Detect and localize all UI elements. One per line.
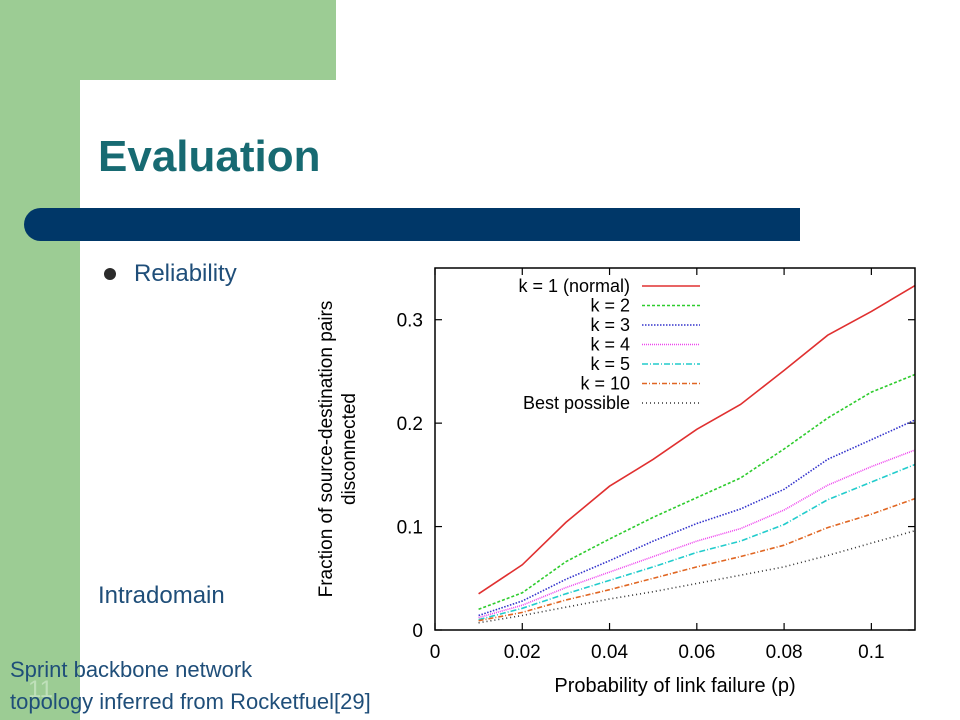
y-axis-label-2: disconnected	[339, 393, 360, 505]
chart-legend: k = 1 (normal)k = 2k = 3k = 4k = 5k = 10…	[518, 276, 700, 413]
series-line-3	[478, 419, 916, 617]
sidebar-band	[0, 0, 80, 720]
legend-label: Best possible	[523, 393, 630, 413]
y-tick-label: 0	[412, 621, 423, 642]
slide-title: Evaluation	[98, 132, 321, 181]
caption-line-2: topology inferred from Rocketfuel[29]	[10, 689, 371, 714]
top-band	[80, 0, 336, 80]
y-tick-label: 0.1	[397, 518, 423, 539]
intradomain-label: Intradomain	[98, 582, 225, 609]
series-line-5	[478, 463, 916, 621]
legend-label: k = 2	[590, 296, 630, 316]
series-line-4	[478, 449, 916, 619]
x-axis-label: Probability of link failure (p)	[554, 675, 795, 697]
figure-caption: Sprint backbone network topology inferre…	[10, 654, 371, 718]
x-tick-label: 0.1	[858, 642, 884, 663]
x-tick-label: 0	[430, 642, 441, 663]
caption-line-1: Sprint backbone network	[10, 657, 253, 682]
series-line-1	[478, 284, 916, 595]
bullet-text: Reliability	[134, 260, 237, 287]
x-tick-label: 0.02	[504, 642, 541, 663]
legend-label: k = 10	[580, 374, 630, 394]
series-line-2	[478, 373, 916, 611]
x-tick-label: 0.08	[766, 642, 803, 663]
legend-label: k = 5	[590, 354, 630, 374]
series-line-6	[478, 497, 916, 622]
title-underline-bar	[24, 208, 800, 241]
x-tick-label: 0.04	[591, 642, 628, 663]
reliability-chart: 0 0.02 0.04 0.06 0.08 0.1 0 0.1 0.2 0.3 Probabili…	[316, 267, 916, 697]
y-tick-label: 0.3	[397, 311, 423, 332]
slide-number: 11	[28, 676, 53, 703]
legend-label: k = 4	[590, 335, 630, 355]
content-corner	[80, 80, 140, 140]
y-tick-label: 0.2	[397, 414, 423, 435]
bullet-item: Reliability	[104, 258, 237, 290]
legend-label: k = 1 (normal)	[518, 276, 630, 296]
plot-frame	[434, 267, 916, 631]
legend-label: k = 3	[590, 315, 630, 335]
bullet-dot-icon	[104, 268, 116, 280]
y-axis-label-1: Fraction of source-destination pairs	[316, 301, 337, 598]
x-tick-label: 0.06	[678, 642, 715, 663]
